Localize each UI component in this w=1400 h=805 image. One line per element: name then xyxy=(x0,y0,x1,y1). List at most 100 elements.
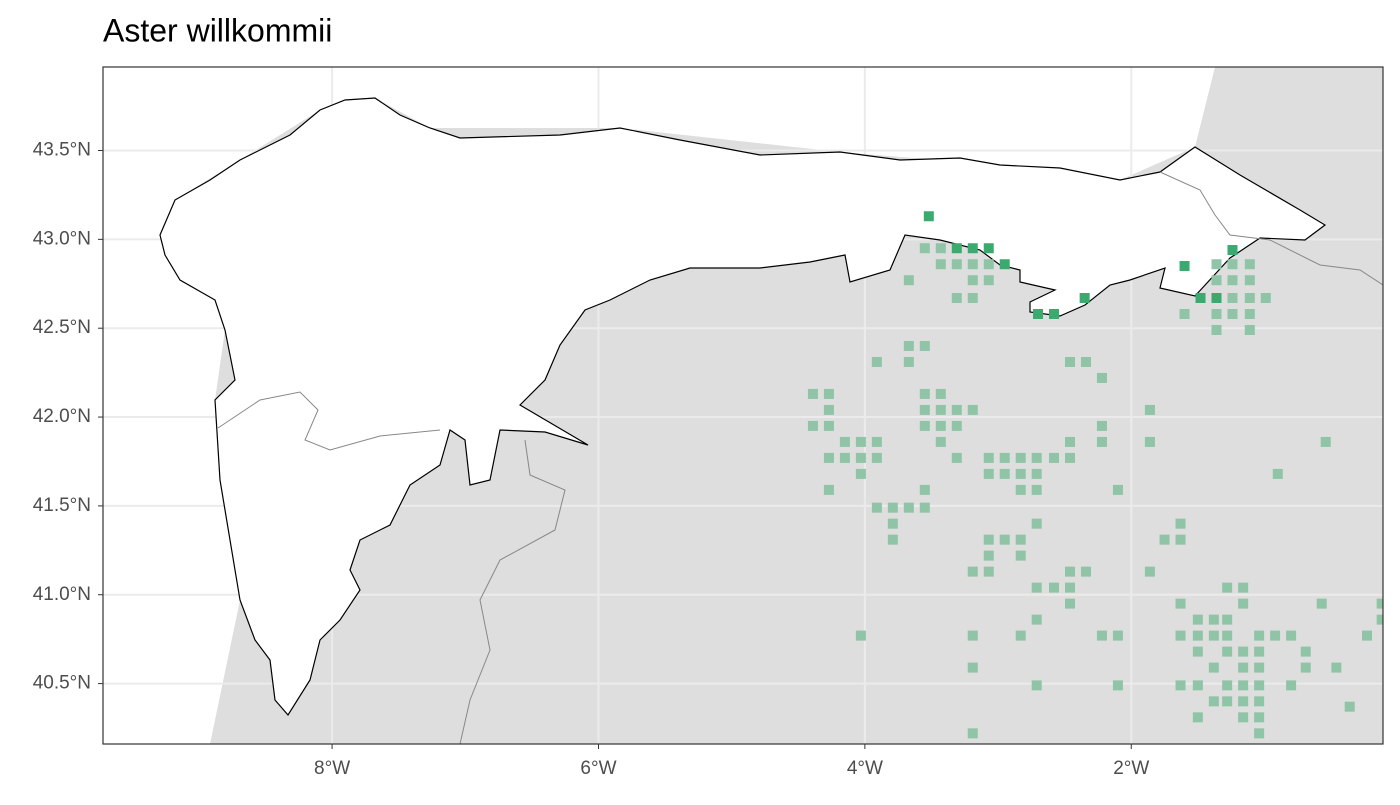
y-tick-label: 42.0°N xyxy=(33,406,91,427)
x-tick-label: 6°W xyxy=(580,758,616,779)
occurrence-point xyxy=(1208,614,1219,625)
occurrence-point xyxy=(1080,566,1091,577)
occurrence-point xyxy=(823,484,834,495)
occurrence-point xyxy=(923,211,934,222)
occurrence-point xyxy=(1222,582,1233,593)
occurrence-point xyxy=(1254,728,1265,739)
occurrence-point xyxy=(1144,436,1155,447)
occurrence-point xyxy=(1175,534,1186,545)
occurrence-point xyxy=(1112,630,1123,641)
occurrence-point xyxy=(1376,614,1383,625)
occurrence-point xyxy=(951,420,962,431)
occurrence-point xyxy=(1049,308,1060,319)
occurrence-point xyxy=(1286,630,1297,641)
occurrence-point xyxy=(983,452,994,463)
occurrence-point xyxy=(1238,696,1249,707)
occurrence-point xyxy=(1376,598,1383,609)
occurrence-point xyxy=(1227,292,1238,303)
panel-border xyxy=(102,66,1384,745)
occurrence-point xyxy=(919,388,930,399)
occurrence-point xyxy=(1254,712,1265,723)
occurrence-point xyxy=(1031,680,1042,691)
occurrence-point xyxy=(1096,630,1107,641)
occurrence-point xyxy=(1064,436,1075,447)
occurrence-point xyxy=(1300,662,1311,673)
occurrence-point xyxy=(1079,292,1090,303)
x-tick-label: 8°W xyxy=(314,758,350,779)
occurrence-point xyxy=(1254,646,1265,657)
occurrence-point xyxy=(1049,452,1060,463)
occurrence-point xyxy=(1112,680,1123,691)
occurrence-point xyxy=(823,420,834,431)
occurrence-point xyxy=(951,404,962,415)
map-layer xyxy=(103,67,1383,744)
occurrence-point xyxy=(1208,696,1219,707)
occurrence-point xyxy=(1031,468,1042,479)
occurrence-point xyxy=(1238,712,1249,723)
occurrence-point xyxy=(839,452,850,463)
occurrence-point xyxy=(919,484,930,495)
occurrence-point xyxy=(871,452,882,463)
occurrence-point xyxy=(1254,662,1265,673)
occurrence-point xyxy=(1331,662,1342,673)
occurrence-point xyxy=(999,259,1010,270)
occurrence-point xyxy=(1179,308,1190,319)
occurrence-point xyxy=(903,340,914,351)
occurrence-point xyxy=(967,404,978,415)
occurrence-point xyxy=(1208,630,1219,641)
sea xyxy=(103,67,1215,744)
occurrence-point xyxy=(1015,484,1026,495)
occurrence-point xyxy=(1244,275,1255,286)
occurrence-point xyxy=(919,340,930,351)
occurrence-point xyxy=(983,550,994,561)
occurrence-point xyxy=(983,468,994,479)
occurrence-point xyxy=(951,243,962,254)
occurrence-point xyxy=(1238,646,1249,657)
occurrence-point xyxy=(1238,582,1249,593)
occurrence-point xyxy=(1254,680,1265,691)
occurrence-point xyxy=(1211,324,1222,335)
y-tick-label: 41.0°N xyxy=(33,584,91,605)
occurrence-point xyxy=(935,243,946,254)
occurrence-point xyxy=(1031,518,1042,529)
occurrence-point xyxy=(855,630,866,641)
occurrence-point xyxy=(1144,404,1155,415)
occurrence-point xyxy=(871,436,882,447)
occurrence-point xyxy=(1031,614,1042,625)
occurrence-point xyxy=(1211,292,1222,303)
y-tick-label: 41.5°N xyxy=(33,495,91,516)
occurrence-point xyxy=(1272,468,1283,479)
occurrence-point xyxy=(1316,598,1327,609)
occurrence-point xyxy=(887,518,898,529)
y-tick-label: 43.5°N xyxy=(33,140,91,161)
occurrence-point xyxy=(1211,308,1222,319)
occurrence-point xyxy=(919,420,930,431)
occurrence-point xyxy=(1244,292,1255,303)
occurrence-point xyxy=(983,275,994,286)
occurrence-point xyxy=(1244,324,1255,335)
occurrence-point xyxy=(1222,646,1233,657)
occurrence-point xyxy=(1015,550,1026,561)
occurrence-point xyxy=(887,534,898,545)
occurrence-point xyxy=(1238,662,1249,673)
occurrence-point xyxy=(967,566,978,577)
occurrence-point xyxy=(871,356,882,367)
occurrence-point xyxy=(967,259,978,270)
occurrence-point xyxy=(983,259,994,270)
occurrence-point xyxy=(1227,245,1238,256)
occurrence-point xyxy=(951,292,962,303)
occurrence-point xyxy=(1227,308,1238,319)
occurrence-point xyxy=(1192,614,1203,625)
occurrence-point xyxy=(871,502,882,513)
occurrence-point xyxy=(855,436,866,447)
occurrence-point xyxy=(1222,614,1233,625)
occurrence-point xyxy=(1244,259,1255,270)
occurrence-point xyxy=(1064,452,1075,463)
occurrence-point xyxy=(1096,436,1107,447)
occurrence-point xyxy=(1064,582,1075,593)
occurrence-point xyxy=(1159,534,1170,545)
occurrence-point xyxy=(1064,566,1075,577)
occurrence-point xyxy=(823,388,834,399)
occurrence-point xyxy=(1344,701,1355,712)
